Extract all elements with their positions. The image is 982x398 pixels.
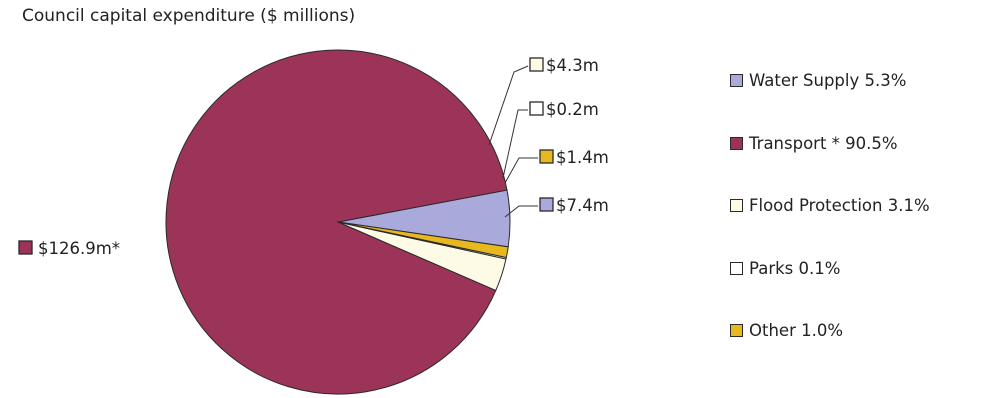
data-label-swatch-flood-protection (529, 57, 544, 72)
data-label-other: $1.4m (556, 148, 609, 167)
legend-label: Parks 0.1% (749, 258, 841, 278)
legend-item-transport: Transport * 90.5% (730, 133, 930, 154)
leader-line-water-supply (504, 205, 538, 218)
legend-swatch (730, 261, 743, 275)
legend-label: Flood Protection 3.1% (749, 196, 930, 215)
data-label-transport: $126.9m* (38, 239, 120, 258)
data-label-swatch-other (539, 149, 554, 164)
legend-item-other: Other 1.0% (730, 320, 930, 341)
legend-item-parks: Parks 0.1% (730, 258, 930, 279)
data-label-water-supply: $7.4m (556, 196, 609, 215)
data-label-parks: $0.2m (546, 100, 599, 119)
chart-title: Council capital expenditure ($ millions) (22, 6, 356, 26)
data-label-swatch-parks (529, 101, 544, 116)
pie-slice-other (337, 221, 509, 259)
leader-line-parks (502, 109, 528, 179)
legend-item-water-supply: Water Supply 5.3% (730, 70, 930, 91)
legend-item-flood-protection: Flood Protection 3.1% (730, 195, 930, 216)
leader-line-other (504, 157, 538, 184)
legend-swatch (730, 74, 743, 87)
legend: Water Supply 5.3% Transport * 90.5% Floo… (730, 70, 930, 383)
legend-swatch (730, 136, 743, 150)
legend-label: Transport * 90.5% (749, 133, 898, 153)
legend-label: Other 1.0% (749, 321, 844, 340)
data-label-flood-protection: $4.3m (546, 56, 599, 75)
data-label-swatch-water-supply (539, 197, 554, 212)
legend-label: Water Supply 5.3% (749, 71, 907, 90)
leader-line-flood-protection (488, 65, 529, 146)
legend-swatch (730, 199, 743, 212)
pie-slice-transport (165, 49, 508, 395)
data-label-swatch-transport (18, 240, 33, 255)
legend-swatch (730, 324, 743, 337)
